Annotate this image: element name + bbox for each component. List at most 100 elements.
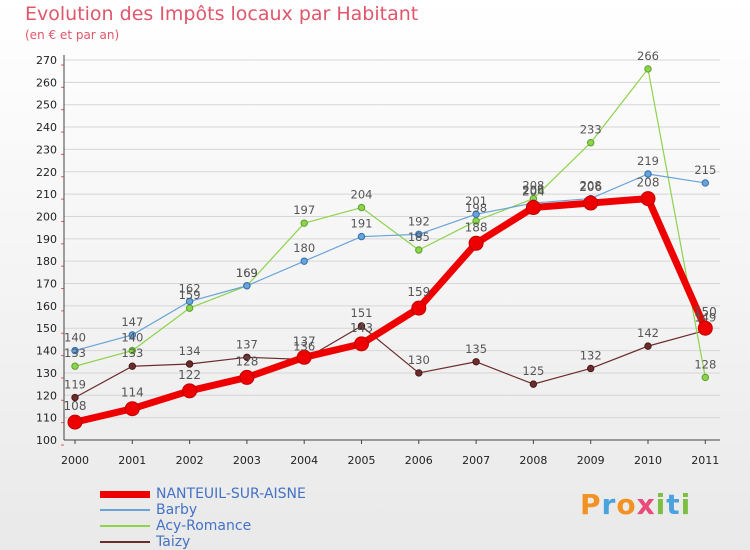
- chart-subtitle: (en € et par an): [25, 28, 120, 42]
- data-label-nanteuil-sur-aisne: 204: [522, 185, 545, 199]
- legend-label-acy-romance: Acy-Romance: [156, 517, 252, 534]
- x-tick-label: 2007: [462, 454, 490, 467]
- x-tick-label: 2006: [405, 454, 433, 467]
- x-tick-label: 2001: [118, 454, 146, 467]
- data-point-acy-romance: [71, 362, 79, 370]
- data-label-acy-romance: 159: [179, 288, 201, 302]
- data-point-barby: [415, 230, 423, 239]
- y-tick-label: 270: [36, 54, 57, 67]
- legend-item-taizy: Taizy: [100, 534, 306, 550]
- data-point-taizy: [415, 369, 423, 377]
- data-label-taizy: 151: [351, 306, 373, 320]
- data-label-taizy: 130: [408, 353, 430, 367]
- data-point-nanteuil-sur-aisne: [124, 401, 140, 417]
- data-point-barby: [357, 232, 366, 241]
- data-label-barby: 162: [179, 281, 201, 295]
- data-label-taizy: 134: [179, 344, 201, 358]
- data-point-barby: [185, 297, 194, 306]
- x-tick-label: 2011: [691, 454, 719, 467]
- data-label-acy-romance: 204: [351, 188, 373, 202]
- legend-swatch-barby: [100, 509, 150, 511]
- data-label-barby: 180: [293, 241, 315, 255]
- x-tick-label: 2000: [61, 454, 89, 467]
- y-tick-label: 260: [36, 76, 57, 89]
- y-tick-label: 100: [36, 434, 57, 447]
- data-label-barby: 208: [580, 179, 602, 193]
- data-point-barby: [644, 170, 652, 178]
- legend-swatch-acy-romance: [100, 525, 150, 527]
- y-tick-label: 240: [36, 121, 57, 134]
- legend-swatch-taizy: [100, 541, 150, 543]
- data-point-acy-romance: [128, 346, 137, 355]
- x-tick-label: 2003: [233, 454, 261, 467]
- data-label-acy-romance: 169: [236, 266, 258, 280]
- data-label-nanteuil-sur-aisne: 206: [579, 180, 602, 194]
- proxiti-logo: Proxiti: [580, 488, 691, 521]
- data-label-acy-romance: 133: [64, 346, 86, 360]
- data-label-taizy: 135: [465, 342, 487, 356]
- data-point-nanteuil-sur-aisne: [296, 349, 312, 365]
- data-point-nanteuil-sur-aisne: [525, 200, 541, 216]
- data-point-barby: [128, 331, 137, 339]
- data-point-nanteuil-sur-aisne: [468, 235, 484, 251]
- x-tick-label: 2009: [577, 454, 605, 467]
- data-point-acy-romance: [300, 219, 308, 227]
- data-point-taizy: [587, 364, 595, 373]
- data-label-acy-romance: 266: [637, 49, 659, 63]
- data-point-taizy: [357, 322, 366, 330]
- data-label-nanteuil-sur-aisne: 208: [637, 176, 660, 190]
- series-lines: [67, 65, 713, 430]
- data-label-barby: 140: [64, 331, 86, 345]
- x-tick-label: 2005: [348, 454, 376, 467]
- data-label-barby: 206: [522, 183, 544, 197]
- data-point-taizy: [185, 360, 194, 368]
- data-point-taizy: [472, 358, 480, 366]
- grid-lines: [64, 59, 720, 441]
- data-label-taizy: 133: [121, 346, 143, 360]
- data-point-barby: [243, 282, 251, 290]
- data-label-nanteuil-sur-aisne: 114: [121, 386, 144, 400]
- data-point-acy-romance: [701, 373, 709, 382]
- series-line-nanteuil-sur-aisne: [74, 195, 709, 426]
- logo-letter: P: [580, 488, 602, 521]
- data-label-acy-romance: 198: [465, 201, 487, 215]
- data-point-nanteuil-sur-aisne: [411, 300, 427, 316]
- data-label-taizy: 142: [637, 326, 659, 340]
- y-tick-label: 140: [36, 345, 57, 358]
- logo-letter: t: [666, 488, 681, 521]
- data-label-acy-romance: 185: [408, 230, 430, 244]
- legend-item-nanteuil-sur-aisne: NANTEUIL-SUR-AISNE: [100, 486, 306, 502]
- data-point-taizy: [71, 393, 79, 402]
- y-tick-label: 190: [36, 233, 57, 246]
- data-label-nanteuil-sur-aisne: 108: [64, 399, 87, 413]
- logo-letter: i: [680, 488, 692, 521]
- data-label-taizy: 149: [694, 310, 716, 324]
- data-label-taizy: 137: [236, 337, 258, 351]
- data-point-acy-romance: [357, 203, 366, 212]
- y-tick-label: 250: [36, 99, 57, 112]
- series-line-taizy: [74, 325, 706, 399]
- data-point-acy-romance: [587, 139, 595, 147]
- logo-letter: i: [655, 488, 667, 521]
- data-label-nanteuil-sur-aisne: 143: [350, 321, 373, 335]
- data-point-taizy: [128, 362, 137, 370]
- legend-label-taizy: Taizy: [156, 533, 191, 550]
- data-label-nanteuil-sur-aisne: 122: [178, 368, 201, 382]
- data-label-taizy: 136: [293, 340, 315, 354]
- y-tick-label: 210: [36, 188, 57, 201]
- data-label-acy-romance: 197: [293, 203, 315, 217]
- data-label-nanteuil-sur-aisne: 188: [465, 220, 488, 234]
- logo-letter: r: [601, 488, 617, 521]
- data-point-nanteuil-sur-aisne: [67, 414, 83, 430]
- data-point-barby: [472, 210, 480, 218]
- y-tick-label: 180: [36, 255, 57, 268]
- x-tick-label: 2004: [290, 454, 318, 467]
- y-tick-label: 160: [36, 300, 57, 313]
- legend-swatch-nanteuil-sur-aisne: [100, 490, 150, 498]
- logo-letter: o: [616, 488, 637, 521]
- x-tick-label: 2002: [176, 454, 204, 467]
- data-label-barby: 147: [121, 315, 143, 329]
- y-tick-label: 230: [36, 143, 57, 156]
- legend: NANTEUIL-SUR-AISNE Barby Acy-Romance Taizy: [100, 486, 306, 550]
- data-point-taizy: [529, 380, 538, 388]
